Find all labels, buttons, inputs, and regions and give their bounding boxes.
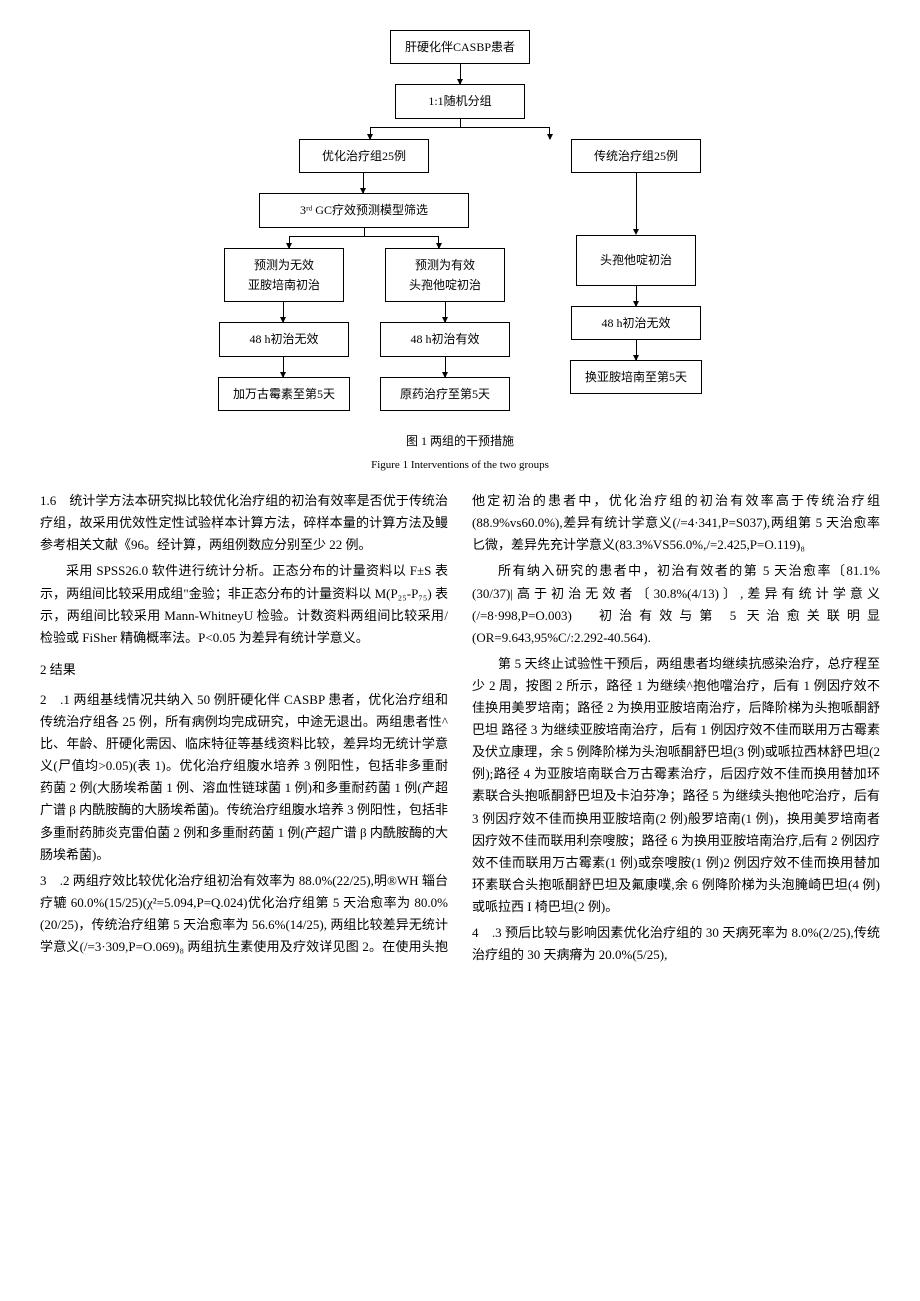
fc-node-predict-valid: 预测为有效 头孢他啶初治 (385, 248, 505, 303)
fc-node-48h-c: 48 h初治无效 (571, 306, 701, 340)
fc-arrow (445, 302, 446, 322)
figure-caption-cn: 图 1 两组的干预措施 (40, 431, 880, 451)
para-4-3: 4 .3 预后比较与影响因素优化治疗组的 30 天病死率为 8.0%(2/25)… (472, 922, 880, 966)
fc-connector (280, 119, 640, 139)
fc-node-model: 3ʳᵈ GC疗效预测模型筛选 (259, 193, 469, 227)
fc-arrow (445, 357, 446, 377)
heading-results: 2 结果 (40, 659, 448, 681)
fc-left-branch: 优化治疗组25例 3ʳᵈ GC疗效预测模型筛选 预测为无效 亚胺培南初治 48 … (218, 139, 510, 411)
fc-node-random: 1:1随机分组 (395, 84, 525, 118)
fc-node-out-b: 原药治疗至第5天 (380, 377, 510, 411)
fc-arrow (636, 340, 637, 360)
para-day5: 第 5 天终止试验性干预后，两组患者均继续抗感染治疗，总疗程至少 2 周，按图 … (472, 653, 880, 918)
fc-node-48h-a: 48 h初治无效 (219, 322, 349, 356)
fc-arrow (283, 357, 284, 377)
fc-arrow (363, 173, 364, 193)
para-1-6b: 采用 SPSS26.0 软件进行统计分析。正态分布的计量资料以 F±S 表示，两… (40, 560, 448, 648)
fc-node-48h-b: 48 h初治有效 (380, 322, 510, 356)
fc-connector (234, 228, 494, 248)
fc-node-root: 肝硬化伴CASBP患者 (390, 30, 530, 64)
flowchart-diagram: 肝硬化伴CASBP患者 1:1随机分组 优化治疗组25例 3ʳᵈ GC疗效预测模… (160, 30, 760, 411)
body-text: 1.6 统计学方法本研究拟比较优化治疗组的初治有效率是否优于传统治疗组，故采用优… (40, 490, 880, 966)
fc-node-out-a: 加万古霉素至第5天 (218, 377, 350, 411)
fc-node-predict-invalid: 预测为无效 亚胺培南初治 (224, 248, 344, 303)
fc-node-trad-group: 传统治疗组25例 (571, 139, 701, 173)
fc-node-out-c: 换亚胺培南至第5天 (570, 360, 702, 394)
fc-arrow (460, 64, 461, 84)
para-2-1: 2 .1 两组基线情况共纳入 50 例肝硬化伴 CASBP 患者，优化治疗组和传… (40, 689, 448, 866)
fc-right-branch: 传统治疗组25例 头孢他啶初治 48 h初治无效 换亚胺培南至第5天 (570, 139, 702, 411)
fc-arrow (283, 302, 284, 322)
fc-arrow (636, 286, 637, 306)
para-cite: 所有纳入研究的患者中，初治有效者的第 5 天治愈率〔81.1%(30/37)|高… (472, 560, 880, 648)
figure-caption-en: Figure 1 Interventions of the two groups (40, 456, 880, 475)
para-1-6: 1.6 统计学方法本研究拟比较优化治疗组的初治有效率是否优于传统治疗组，故采用优… (40, 490, 448, 556)
fc-node-cef: 头孢他啶初治 (576, 235, 696, 285)
fc-node-opt-group: 优化治疗组25例 (299, 139, 429, 173)
